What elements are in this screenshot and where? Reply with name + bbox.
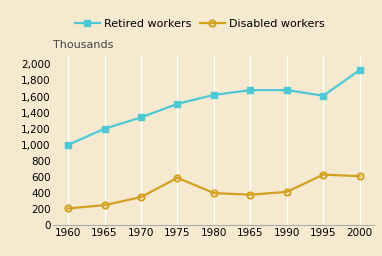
Disabled workers [358,175,362,178]
Disabled workers [248,193,253,196]
Disabled workers [285,190,289,194]
Legend: Retired workers, Disabled workers: Retired workers, Disabled workers [75,19,325,29]
Line: Retired workers: Retired workers [65,67,363,148]
Retired workers [102,127,107,130]
Retired workers [66,143,70,146]
Retired workers [321,94,325,97]
Retired workers [139,116,143,119]
Disabled workers [321,173,325,176]
Line: Disabled workers: Disabled workers [65,172,363,211]
Disabled workers [139,196,143,199]
Retired workers [212,93,216,97]
Retired workers [248,89,253,92]
Retired workers [358,68,362,71]
Disabled workers [212,191,216,195]
Retired workers [175,102,180,105]
Disabled workers [102,204,107,207]
Text: Thousands: Thousands [53,40,114,50]
Disabled workers [175,176,180,179]
Disabled workers [66,207,70,210]
Retired workers [285,89,289,92]
